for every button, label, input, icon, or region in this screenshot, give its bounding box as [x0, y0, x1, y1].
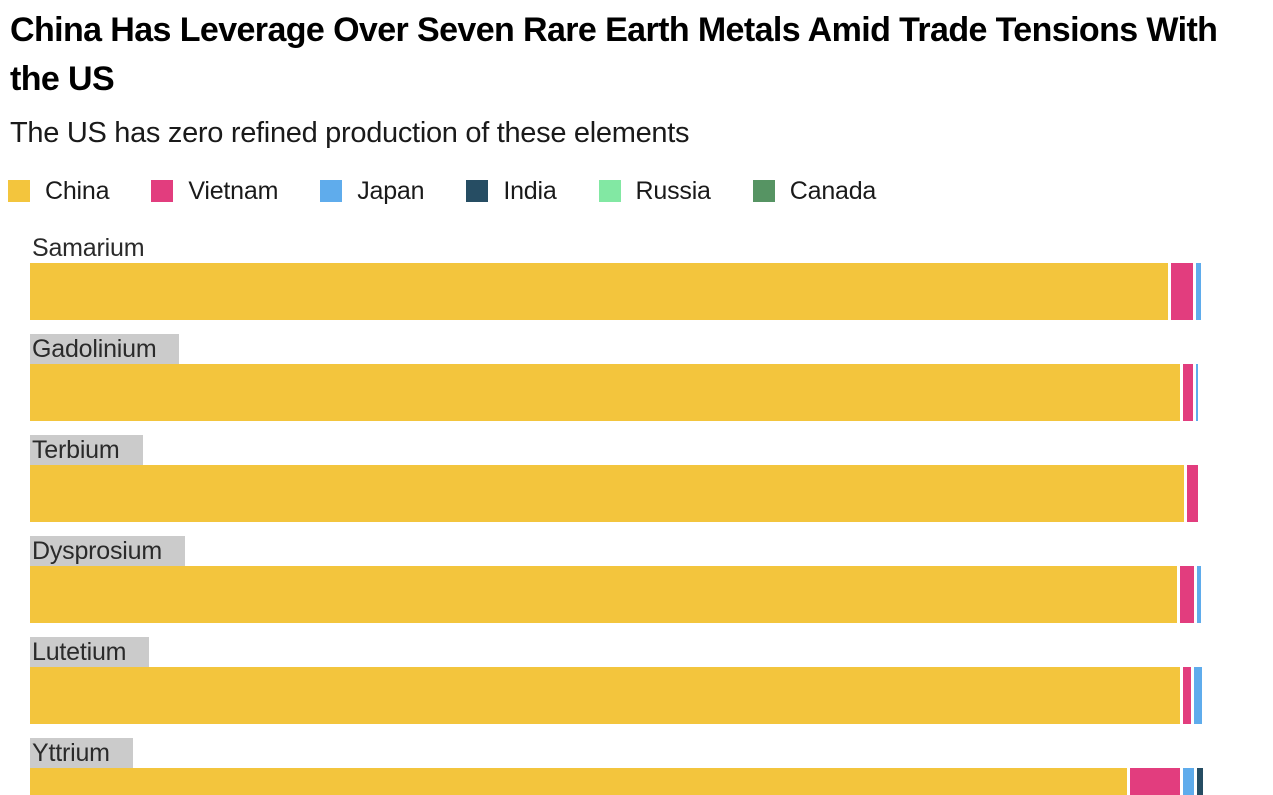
legend-label: Japan [357, 176, 425, 205]
bar-segment-china [30, 262, 1168, 320]
bar-segment-vietnam [1180, 565, 1195, 623]
stacked-bar [30, 666, 1203, 724]
bar-row-label: Samarium [32, 233, 145, 262]
bar-row-label-line: Terbium [30, 434, 1273, 467]
legend-swatch-icon [752, 180, 775, 203]
legend-item-russia: Russia [598, 176, 711, 206]
legend: China Vietnam Japan India Russia Canada [8, 177, 1265, 206]
legend-label: Russia [635, 176, 711, 205]
legend-item-china: China [8, 176, 110, 206]
bar-segment-japan [1196, 363, 1199, 421]
bar-row-label-line: Yttrium [30, 737, 1273, 770]
bar-row-dysprosium: Dysprosium [30, 535, 1273, 623]
bar-segment-india [1196, 767, 1203, 795]
bar-row-label-line: Dysprosium [30, 535, 1273, 568]
bar-segment-china [30, 363, 1180, 421]
bar-row-label: Dysprosium [30, 535, 185, 568]
bar-row-terbium: Terbium [30, 434, 1273, 522]
bar-segment-vietnam [1182, 363, 1194, 421]
bar-row-label: Yttrium [30, 737, 133, 770]
bar-row-label: Lutetium [30, 636, 150, 669]
stacked-bar [30, 464, 1203, 522]
chart-title: China Has Leverage Over Seven Rare Earth… [10, 11, 1218, 98]
bar-row-gadolinium: Gadolinium [30, 333, 1273, 421]
legend-swatch-icon [8, 180, 30, 203]
bar-row-yttrium: Yttrium [30, 737, 1273, 795]
stacked-bar [30, 363, 1203, 421]
bar-segment-china [30, 767, 1127, 795]
legend-swatch-icon [320, 180, 343, 203]
bar-segment-china [30, 666, 1180, 724]
bar-row-label-line: Samarium [30, 233, 1273, 263]
legend-swatch-icon [466, 180, 489, 203]
bar-segment-vietnam [1187, 464, 1198, 522]
bar-row-label-line: Lutetium [30, 636, 1273, 669]
bar-row-lutetium: Lutetium [30, 636, 1273, 724]
stacked-bar [30, 262, 1203, 320]
bar-segment-japan [1183, 767, 1194, 795]
legend-item-india: India [466, 176, 557, 206]
legend-item-canada: Canada [752, 176, 877, 206]
legend-label: Vietnam [188, 176, 279, 205]
legend-swatch-icon [598, 180, 621, 203]
stacked-bar-chart: Samarium Gadolinium Terbium Dysprosium Lutet… [30, 233, 1273, 795]
legend-label: Canada [789, 176, 877, 205]
bar-segment-vietnam [1182, 666, 1191, 724]
bar-segment-vietnam [1170, 262, 1194, 320]
legend-item-japan: Japan [320, 176, 425, 206]
bar-row-samarium: Samarium [30, 233, 1273, 320]
bar-segment-japan [1197, 565, 1201, 623]
stacked-bar [30, 565, 1203, 623]
bar-segment-japan [1193, 666, 1202, 724]
legend-item-vietnam: Vietnam [151, 177, 278, 206]
bar-segment-china [30, 464, 1185, 522]
bar-row-label: Terbium [30, 434, 143, 467]
bar-row-label-line: Gadolinium [30, 333, 1273, 366]
legend-label: China [45, 176, 110, 205]
legend-swatch-icon [151, 180, 174, 203]
chart-subtitle: The US has zero refined production of th… [10, 116, 690, 149]
legend-label: India [503, 176, 557, 205]
bar-segment-china [30, 565, 1178, 623]
bar-segment-japan [1196, 262, 1202, 320]
bar-row-label: Gadolinium [30, 333, 180, 366]
bar-segment-vietnam [1129, 767, 1181, 795]
stacked-bar [30, 767, 1203, 795]
